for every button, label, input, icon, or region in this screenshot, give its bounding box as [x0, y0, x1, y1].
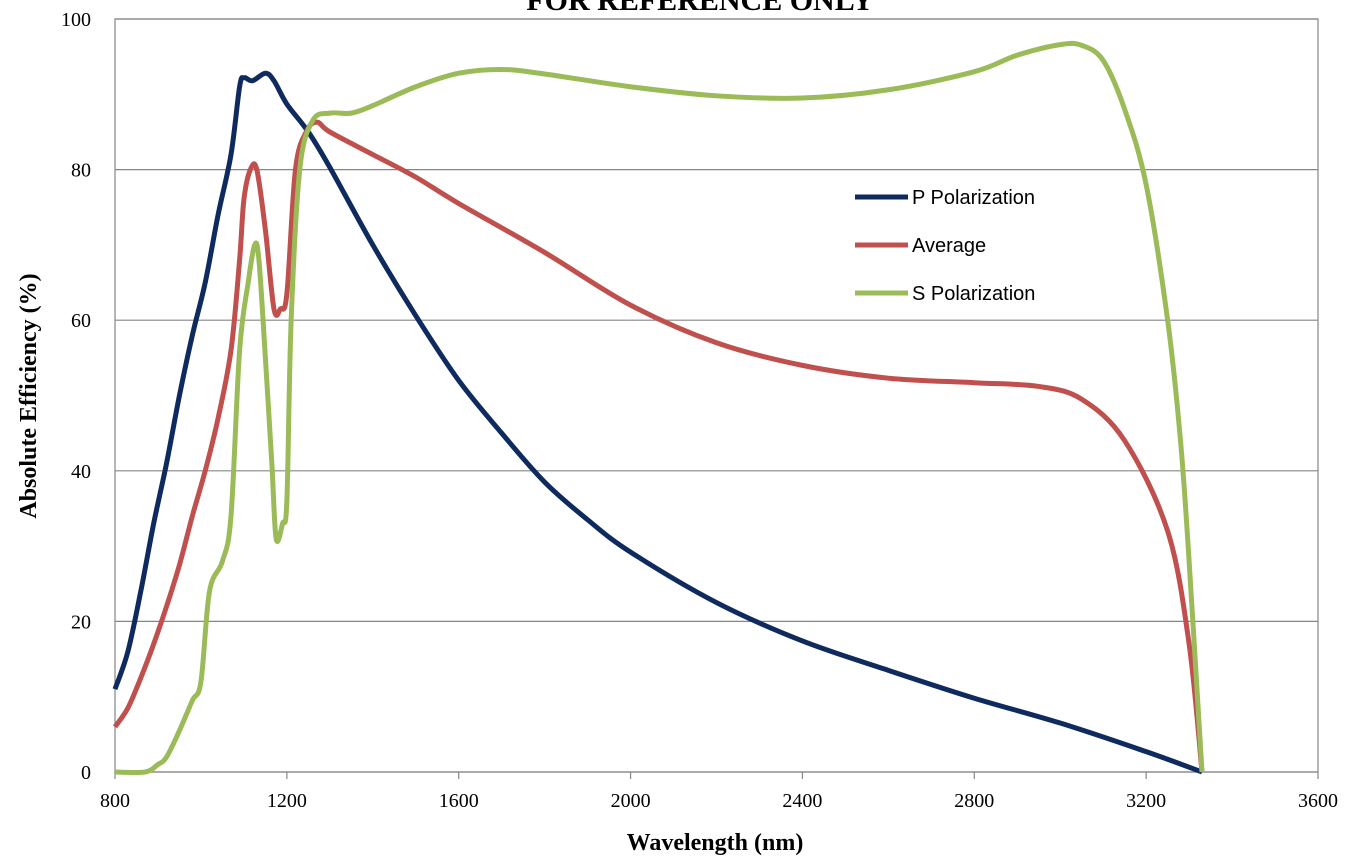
legend-label-s-polarization: S Polarization	[912, 283, 1035, 305]
x-tick-label: 1600	[439, 790, 479, 812]
x-axis-title: Wavelength (nm)	[627, 830, 804, 856]
series-line-p-polarization	[112, 70, 1203, 775]
y-tick-label: 100	[61, 9, 91, 31]
y-tick-label: 0	[81, 762, 91, 784]
x-tick-label: 2400	[782, 790, 822, 812]
legend-label-average: Average	[912, 235, 986, 257]
series-line-s-polarization	[114, 40, 1205, 776]
y-tick-label: 20	[71, 611, 91, 633]
legend-label-p-polarization: P Polarization	[912, 187, 1035, 209]
x-tick-label: 2800	[954, 790, 994, 812]
axis-tick-labels: 0 20 40 60 80 100 800 1200 1600 2000 2400 2800 3200 3…	[61, 9, 1338, 812]
plot-area-border	[114, 18, 1319, 773]
legend: P Polarization Average S Polarization	[855, 187, 1035, 305]
x-tick-label: 2000	[611, 790, 651, 812]
series-lines	[112, 40, 1205, 776]
x-tick-label: 3200	[1126, 790, 1166, 812]
y-tick-label: 60	[71, 310, 91, 332]
x-tick-label: 3600	[1298, 790, 1338, 812]
y-tick-label: 40	[71, 461, 91, 483]
chart-title: FOR REFERENCE ONLY	[526, 0, 874, 17]
x-tick-label: 1200	[267, 790, 307, 812]
series-line-average	[112, 119, 1205, 773]
y-axis-title: Absolute Efficiency (%)	[16, 273, 42, 518]
gridlines	[115, 18, 1318, 773]
y-tick-label: 80	[71, 160, 91, 182]
x-tick-label: 800	[100, 790, 130, 812]
